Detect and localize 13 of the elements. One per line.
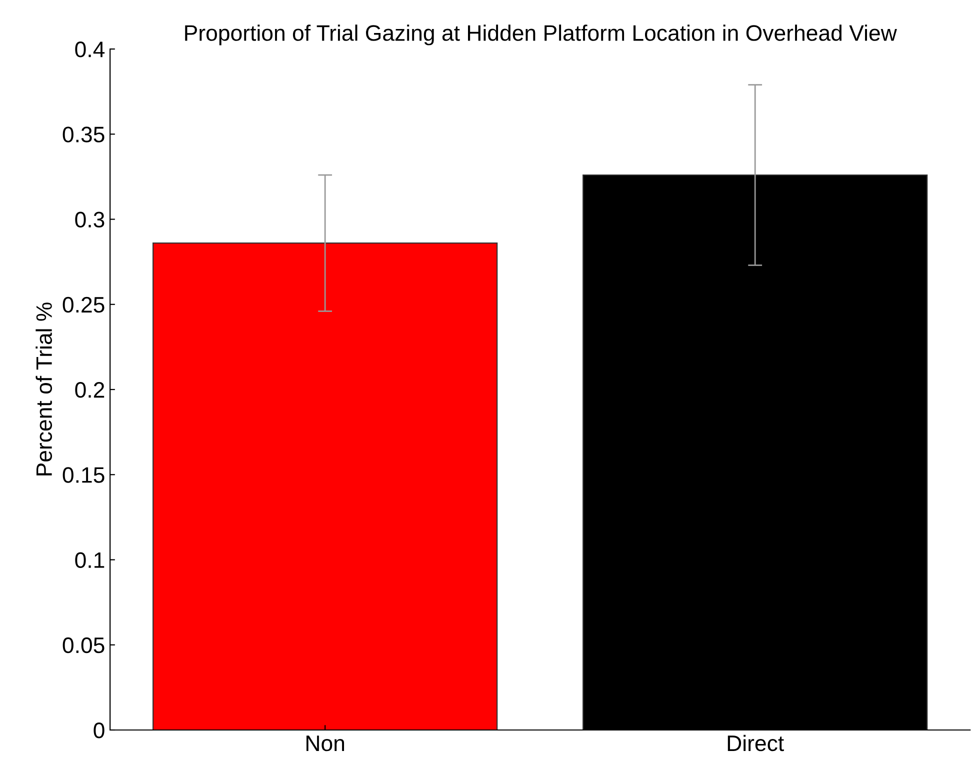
y-tick-label: 0.2	[75, 382, 104, 398]
x-tick-label: Non	[306, 736, 344, 752]
x-tick-label: Direct	[728, 734, 784, 752]
y-axis-title: Percent of Trial %	[36, 302, 52, 476]
y-tick-label: 0.3	[75, 212, 104, 228]
y-tick-label: 0.1	[75, 552, 104, 568]
y-tick-label: 0.4	[75, 42, 105, 58]
y-tick-label: 0.15	[62, 467, 104, 483]
y-tick-label: 0.05	[62, 637, 104, 654]
chart-title: Proportion of Trial Gazing at Hidden Platform Location in Overhead View	[185, 24, 897, 46]
y-tick-label: 0	[94, 722, 104, 738]
y-tick-label: 0.35	[62, 126, 104, 142]
y-tick-label: 0.25	[62, 296, 104, 313]
